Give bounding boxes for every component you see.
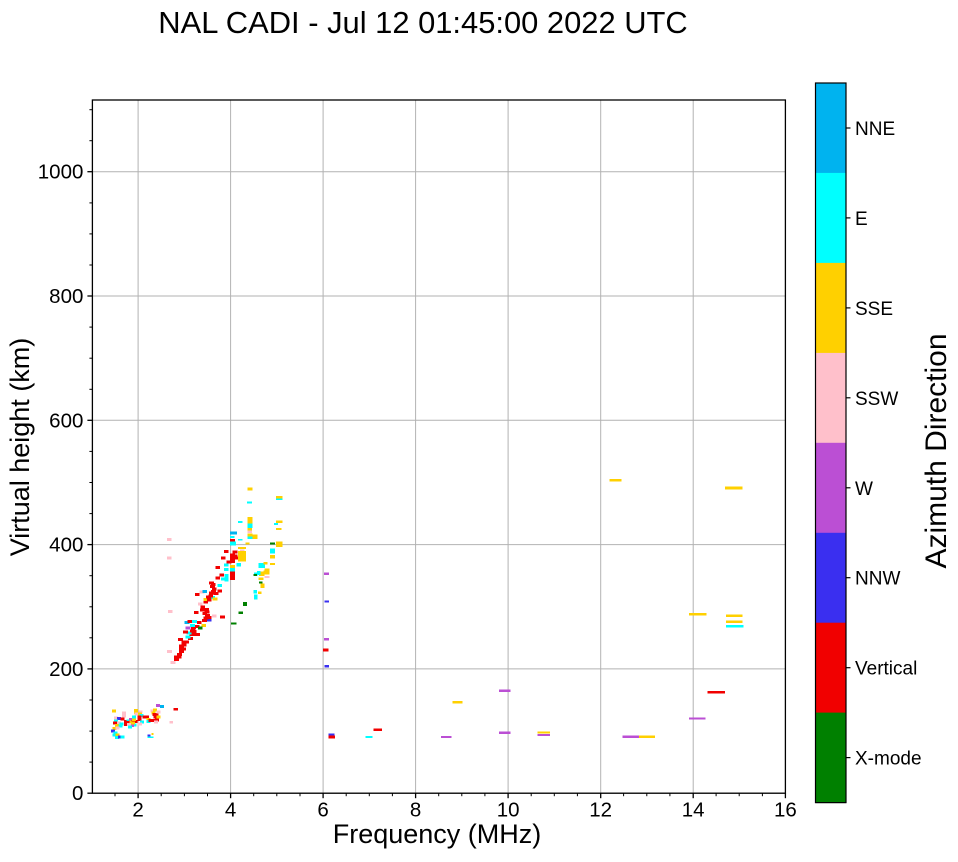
svg-text:E: E: [855, 209, 868, 230]
svg-text:8: 8: [410, 799, 421, 822]
svg-text:12: 12: [589, 799, 612, 822]
svg-text:200: 200: [49, 658, 83, 681]
svg-text:14: 14: [682, 799, 705, 822]
svg-text:Virtual height (km): Virtual height (km): [5, 338, 35, 557]
svg-text:SSW: SSW: [855, 389, 898, 410]
svg-text:X-mode: X-mode: [855, 749, 922, 770]
svg-text:4: 4: [225, 799, 236, 822]
svg-text:400: 400: [49, 534, 83, 557]
svg-text:Vertical: Vertical: [855, 659, 917, 680]
svg-text:SSE: SSE: [855, 299, 893, 320]
svg-text:16: 16: [774, 799, 797, 822]
svg-text:Frequency (MHz): Frequency (MHz): [333, 819, 542, 849]
svg-text:NNW: NNW: [855, 569, 900, 590]
svg-text:0: 0: [72, 782, 83, 805]
svg-text:NNE: NNE: [855, 119, 895, 140]
svg-text:600: 600: [49, 409, 83, 432]
svg-text:800: 800: [49, 285, 83, 308]
svg-text:W: W: [855, 479, 873, 500]
svg-text:NAL CADI - Jul 12 01:45:00 202: NAL CADI - Jul 12 01:45:00 2022 UTC: [158, 5, 687, 40]
svg-text:Azimuth Direction: Azimuth Direction: [920, 333, 953, 568]
svg-text:1000: 1000: [38, 161, 84, 184]
svg-text:6: 6: [317, 799, 328, 822]
svg-text:10: 10: [497, 799, 520, 822]
svg-text:2: 2: [132, 799, 143, 822]
